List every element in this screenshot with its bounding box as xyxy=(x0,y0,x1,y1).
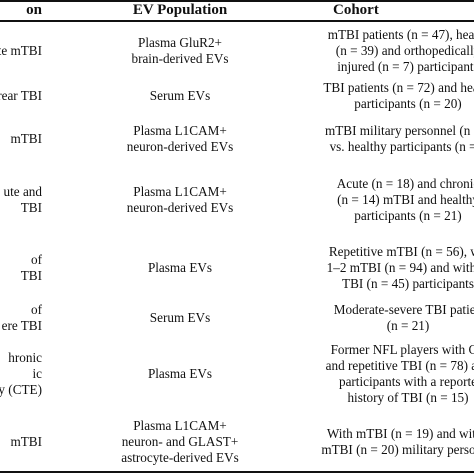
cell-line: Plasma EVs xyxy=(147,365,213,381)
cell-line: TBI patients (n = 72) and health xyxy=(323,80,474,95)
cohort-cell: Repetitive mTBI (n = 56), wit 1–2 mTBI (n… xyxy=(263,235,474,300)
cell-line: Plasma L1CAM+ xyxy=(133,184,227,199)
ev-population-cell: Serum EVs xyxy=(105,80,255,112)
cell-line: Plasma L1CAM+ xyxy=(133,122,227,138)
cell-line: neuron- and GLAST+ xyxy=(121,433,239,449)
table-row: rear TBI Serum EVs TBI patients (n = 72) a… xyxy=(0,80,474,112)
cell-line: ute mTBI xyxy=(0,43,42,58)
study-cell: of TBI xyxy=(0,235,42,300)
cell-line: astrocyte-derived EVs xyxy=(121,449,239,465)
cell-line: (n = 39) and orthopedically xyxy=(335,43,474,58)
study-cell: mTBI xyxy=(0,112,42,165)
bottom-rule xyxy=(0,471,474,473)
cell-line: TBI xyxy=(20,267,42,283)
table-row: hronic ic y (CTE) Plasma EVs Former NFL play… xyxy=(0,335,474,412)
cell-line: (n = 14) mTBI and healthy xyxy=(337,192,474,207)
study-cell: ute mTBI xyxy=(0,22,42,80)
cell-line: 1–2 mTBI (n = 94) and withou xyxy=(326,259,474,275)
cell-line: ere TBI xyxy=(1,317,42,333)
cohort-cell: mTBI patients (n = 47), health (n = 39) a… xyxy=(263,22,474,80)
cell-line: mTBI xyxy=(10,130,42,146)
table-row: mTBI Plasma L1CAM+ neuron- and GLAST+ astro… xyxy=(0,412,474,471)
ev-population-cell: Serum EVs xyxy=(105,300,255,335)
cell-line: participants (n = 21) xyxy=(354,208,462,223)
ev-population-cell: Plasma EVs xyxy=(105,235,255,300)
ev-population-cell: Plasma L1CAM+ neuron-derived EVs xyxy=(105,165,255,235)
table-row: of TBI Plasma EVs Repetitive mTBI (n = 56),… xyxy=(0,235,474,300)
cell-line: of xyxy=(31,251,42,267)
cell-line: Serum EVs xyxy=(149,309,211,325)
study-cell: of ere TBI xyxy=(0,300,42,335)
ev-population-cell: Plasma L1CAM+ neuron-derived EVs xyxy=(105,112,255,165)
cohort-cell: mTBI military personnel (n = 4vs. health… xyxy=(263,112,474,165)
cohort-cell: With mTBI (n = 19) and witho mTBI (n = 20… xyxy=(263,412,474,471)
cell-line: ic xyxy=(32,365,42,381)
header-cohort: Cohort xyxy=(333,2,379,18)
cohort-cell: Acute (n = 18) and chronic (n = 14) mTBI … xyxy=(263,165,474,235)
cell-line: mTBI patients (n = 47), health xyxy=(327,27,474,42)
table-row: ute and TBI Plasma L1CAM+ neuron-derived EV… xyxy=(0,165,474,235)
cell-line: mTBI xyxy=(10,433,42,449)
header-column-1: on xyxy=(26,2,42,18)
cell-line: Moderate-severe TBI patien xyxy=(333,301,474,317)
study-cell: mTBI xyxy=(0,412,42,471)
cohort-cell: Former NFL players with CT and repetitive… xyxy=(263,335,474,412)
cell-line: brain-derived EVs xyxy=(131,51,229,66)
cell-line: rear TBI xyxy=(0,88,42,103)
cell-line: Repetitive mTBI (n = 56), wit xyxy=(328,243,474,259)
cell-line: vs. healthy participants (n = 2 xyxy=(329,138,474,154)
ev-population-cell: Plasma EVs xyxy=(105,335,255,412)
cell-line: With mTBI (n = 19) and witho xyxy=(326,425,474,441)
cell-line: TBI xyxy=(20,200,42,215)
cell-line: ute and xyxy=(3,184,42,199)
cohort-cell: Moderate-severe TBI patien (n = 21) xyxy=(263,300,474,335)
cell-line: y (CTE) xyxy=(0,381,42,397)
ev-population-cell: Plasma GluR2+ brain-derived EVs xyxy=(105,22,255,80)
table-row: of ere TBI Serum EVs Moderate-severe TBI pa… xyxy=(0,300,474,335)
cell-line: history of TBI (n = 15) xyxy=(347,389,469,405)
cohort-cell: TBI patients (n = 72) and healthparticip… xyxy=(263,80,474,112)
cell-line: Acute (n = 18) and chronic xyxy=(336,176,474,191)
cell-line: participants (n = 20) xyxy=(354,96,462,111)
ev-population-cell: Plasma L1CAM+ neuron- and GLAST+ astrocyte… xyxy=(105,412,255,471)
table-row: mTBI Plasma L1CAM+ neuron-derived EVs mTBI … xyxy=(0,112,474,165)
cell-line: mTBI (n = 20) military personne xyxy=(321,441,474,457)
cell-line: Plasma EVs xyxy=(147,259,213,275)
study-cell: rear TBI xyxy=(0,80,42,112)
header-rule xyxy=(0,20,474,22)
cell-line: Plasma GluR2+ xyxy=(137,35,222,50)
top-rule xyxy=(0,0,474,2)
cell-line: hronic xyxy=(8,349,42,365)
cell-line: participants with a reporte xyxy=(338,373,474,389)
cell-line: TBI (n = 45) participants xyxy=(342,275,474,291)
study-cell: ute and TBI xyxy=(0,165,42,235)
cell-line: (n = 21) xyxy=(386,317,430,333)
cell-line: Serum EVs xyxy=(149,88,211,103)
cell-line: of xyxy=(31,301,42,317)
cell-line: Former NFL players with CT xyxy=(330,341,474,357)
cell-line: mTBI military personnel (n = 4 xyxy=(324,122,474,138)
cell-line: injured (n = 7) participants xyxy=(337,59,474,74)
cell-line: and repetitive TBI (n = 78) and xyxy=(325,357,474,373)
header-ev-population: EV Population xyxy=(132,2,228,18)
cell-line: neuron-derived EVs xyxy=(126,200,234,215)
study-cell: hronic ic y (CTE) xyxy=(0,335,42,412)
cell-line: neuron-derived EVs xyxy=(126,138,234,154)
cell-line: Plasma L1CAM+ xyxy=(133,417,227,433)
